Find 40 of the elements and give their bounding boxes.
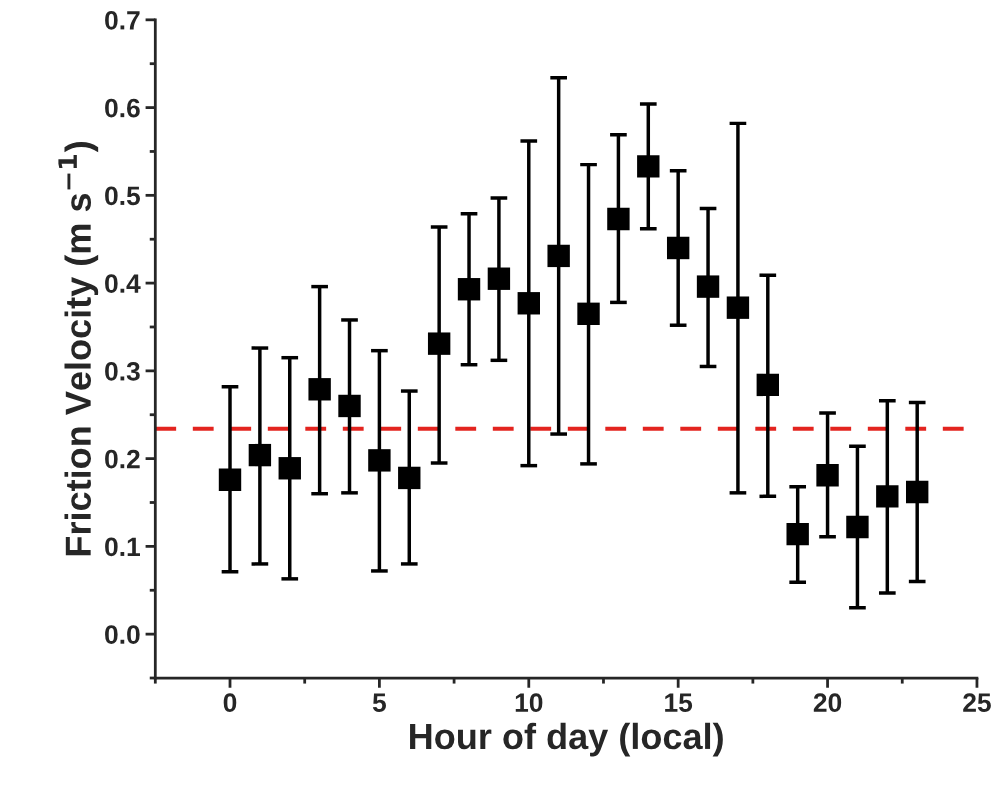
point <box>368 449 391 472</box>
point <box>278 457 301 480</box>
point <box>427 332 451 355</box>
point <box>756 373 779 397</box>
point <box>547 244 570 268</box>
point <box>398 466 421 490</box>
y-tick-label: 0.0 <box>105 625 140 644</box>
x-tick-label: 10 <box>515 693 543 712</box>
point <box>457 278 481 301</box>
x-tick-label: 25 <box>963 693 991 712</box>
x-tick-label: 5 <box>372 693 386 712</box>
point <box>338 394 361 418</box>
point <box>726 296 750 319</box>
y-tick-label: 0.2 <box>105 449 140 469</box>
y-axis-title: Friction Velocity (m s$^{−1}$) <box>58 142 99 556</box>
point <box>308 378 331 401</box>
point <box>487 267 511 290</box>
y-tick-label: 0.3 <box>105 361 140 381</box>
point <box>248 443 272 467</box>
point <box>607 207 630 231</box>
point <box>846 515 869 539</box>
point <box>906 480 929 504</box>
point <box>517 292 540 315</box>
point <box>816 464 839 487</box>
y-tick-label: 0.7 <box>105 10 140 30</box>
y-tick-label: 0.6 <box>105 98 140 118</box>
point <box>696 275 720 298</box>
x-tick-label: 20 <box>813 693 842 712</box>
y-tick-label: 0.5 <box>105 186 140 206</box>
point <box>876 485 899 508</box>
y-tick-label: 0.4 <box>105 274 141 293</box>
x-axis-title: Hour of day (local) <box>410 722 723 757</box>
x-tick-label: 15 <box>665 693 693 712</box>
point <box>786 522 809 546</box>
x-tick-label: 0 <box>223 693 237 712</box>
point <box>218 468 242 491</box>
point <box>637 155 660 178</box>
y-tick-label: 0.1 <box>105 537 140 557</box>
point <box>577 302 600 326</box>
point <box>666 236 690 260</box>
